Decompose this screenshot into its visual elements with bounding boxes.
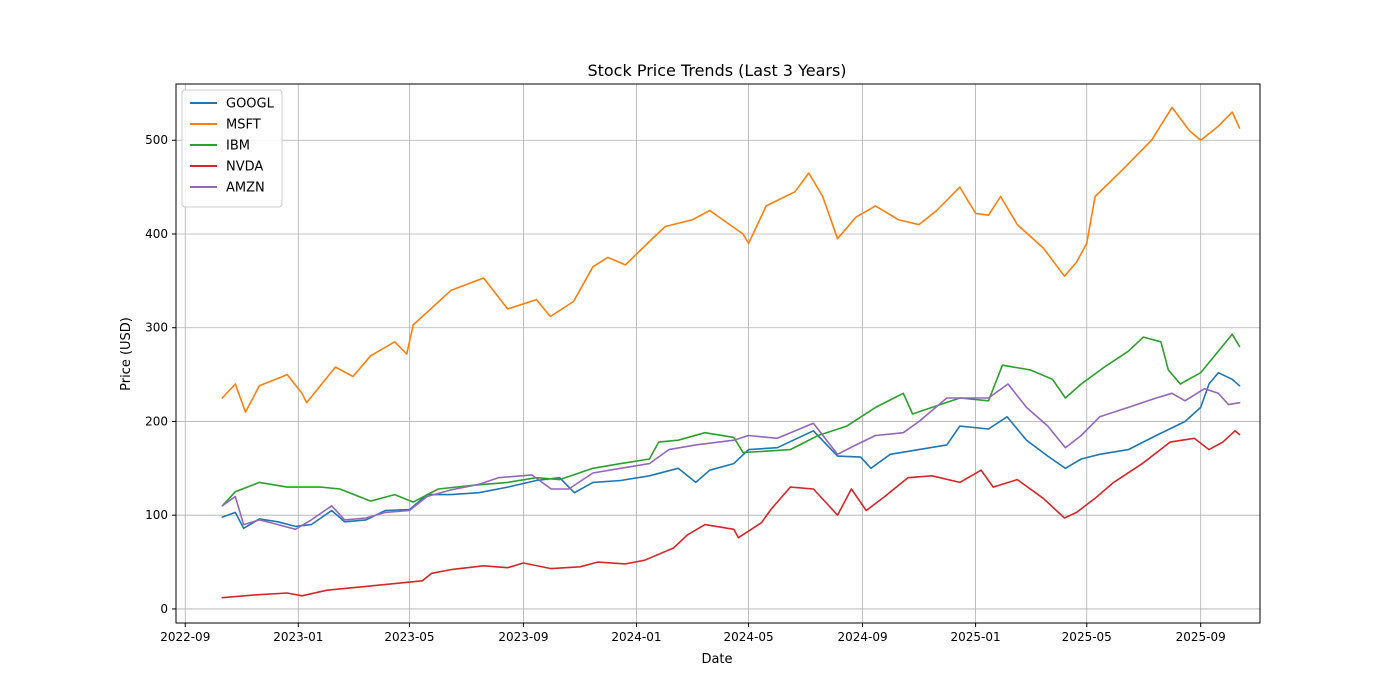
x-tick-label: 2024-01 — [611, 630, 661, 644]
x-tick-label: 2025-05 — [1062, 630, 1112, 644]
legend-label-googl: GOOGL — [226, 97, 275, 112]
x-tick-label: 2024-09 — [837, 630, 887, 644]
y-tick-label: 400 — [145, 227, 168, 241]
y-axis-label: Price (USD) — [119, 317, 134, 391]
x-axis-label: Date — [701, 652, 732, 667]
legend-label-msft: MSFT — [226, 118, 261, 133]
x-tick-label: 2022-09 — [160, 630, 210, 644]
series-line-ibm — [221, 333, 1241, 507]
series-line-amzn — [221, 383, 1241, 531]
x-tick-label: 2023-09 — [498, 630, 548, 644]
legend-label-amzn: AMZN — [226, 181, 265, 196]
x-tick-label: 2024-05 — [724, 630, 774, 644]
tick-layer: 2022-09 2023-01 2023-05 2023-09 2024-01 2024-… — [145, 133, 1226, 644]
legend-label-nvda: NVDA — [226, 160, 263, 175]
grid-layer — [176, 84, 1260, 623]
series-line-nvda — [221, 430, 1241, 599]
y-tick-label: 0 — [160, 602, 168, 616]
legend: GOOGL MSFT IBM NVDA AMZN — [181, 89, 283, 208]
series-line-msft — [221, 106, 1241, 413]
y-tick-label: 300 — [145, 321, 168, 335]
x-tick-label: 2023-05 — [384, 630, 434, 644]
x-tick-label: 2023-01 — [273, 630, 323, 644]
legend-box — [181, 89, 283, 208]
legend-label-ibm: IBM — [226, 139, 250, 154]
x-tick-label: 2025-01 — [950, 630, 1000, 644]
y-tick-label: 100 — [145, 508, 168, 522]
x-tick-label: 2025-09 — [1176, 630, 1226, 644]
y-tick-label: 200 — [145, 414, 168, 428]
y-tick-label: 500 — [145, 133, 168, 147]
series-layer — [221, 106, 1241, 599]
plot-area-frame — [175, 83, 1261, 624]
chart-title: Stock Price Trends (Last 3 Years) — [587, 61, 846, 80]
series-line-googl — [221, 371, 1241, 530]
